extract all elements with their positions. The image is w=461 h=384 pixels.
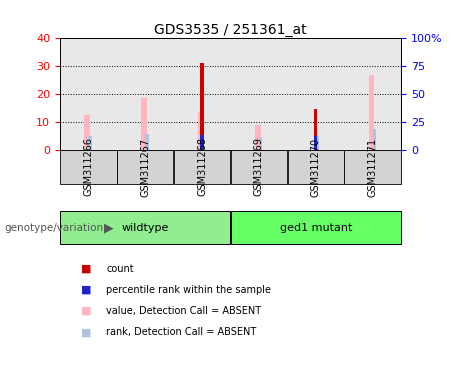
Bar bbox=[231, 150, 287, 184]
Text: ■: ■ bbox=[81, 264, 91, 274]
Title: GDS3535 / 251361_at: GDS3535 / 251361_at bbox=[154, 23, 307, 37]
Text: value, Detection Call = ABSENT: value, Detection Call = ABSENT bbox=[106, 306, 261, 316]
Bar bbox=[314, 136, 318, 150]
Text: genotype/variation: genotype/variation bbox=[5, 222, 104, 233]
Bar bbox=[89, 136, 92, 150]
Bar bbox=[369, 74, 374, 150]
Text: wildtype: wildtype bbox=[122, 222, 169, 233]
Text: GSM311266: GSM311266 bbox=[83, 137, 94, 197]
Text: GSM311268: GSM311268 bbox=[197, 137, 207, 197]
Bar bbox=[145, 134, 148, 150]
Bar bbox=[255, 124, 260, 150]
Bar bbox=[288, 150, 344, 184]
Bar bbox=[60, 211, 230, 244]
Text: rank, Detection Call = ABSENT: rank, Detection Call = ABSENT bbox=[106, 327, 256, 337]
Bar bbox=[60, 150, 117, 184]
Bar bbox=[314, 109, 318, 150]
Text: GSM311270: GSM311270 bbox=[311, 137, 321, 197]
Text: count: count bbox=[106, 264, 134, 274]
Bar bbox=[84, 115, 90, 150]
Text: ged1 mutant: ged1 mutant bbox=[280, 222, 352, 233]
Text: ■: ■ bbox=[81, 327, 91, 337]
Text: GSM311269: GSM311269 bbox=[254, 137, 264, 197]
Bar bbox=[117, 150, 173, 184]
Bar bbox=[231, 211, 401, 244]
Bar bbox=[316, 136, 319, 150]
Bar bbox=[141, 98, 147, 150]
Text: GSM311271: GSM311271 bbox=[367, 137, 378, 197]
Bar bbox=[344, 150, 401, 184]
Text: percentile rank within the sample: percentile rank within the sample bbox=[106, 285, 271, 295]
Text: ▶: ▶ bbox=[104, 221, 113, 234]
Text: ■: ■ bbox=[81, 285, 91, 295]
Bar bbox=[201, 63, 204, 150]
Text: GSM311267: GSM311267 bbox=[140, 137, 150, 197]
Bar bbox=[198, 112, 204, 150]
Text: ■: ■ bbox=[81, 306, 91, 316]
Bar bbox=[174, 150, 230, 184]
Bar bbox=[372, 129, 376, 150]
Bar bbox=[259, 137, 262, 150]
Bar bbox=[201, 134, 204, 150]
